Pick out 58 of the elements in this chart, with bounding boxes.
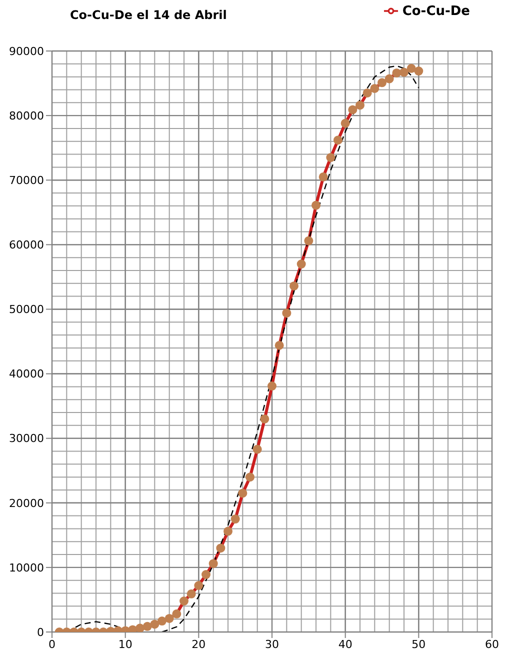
point — [384, 74, 394, 84]
point — [150, 620, 160, 629]
point — [268, 382, 276, 391]
point — [260, 414, 270, 424]
point — [224, 526, 232, 536]
point — [334, 136, 342, 145]
y-tick-label: 90000 — [9, 44, 44, 58]
point — [194, 581, 204, 590]
point — [312, 200, 320, 210]
point — [238, 488, 248, 498]
point — [378, 78, 386, 88]
point — [414, 66, 424, 76]
point — [230, 514, 240, 524]
point — [290, 281, 298, 290]
point — [136, 624, 144, 632]
x-tick-label: 10 — [118, 638, 132, 651]
y-tick-label: 10000 — [9, 561, 44, 574]
y-tick-label: 60000 — [9, 238, 44, 252]
point — [348, 105, 358, 114]
point — [216, 544, 226, 553]
point — [340, 118, 350, 128]
y-tick-label: 0 — [37, 626, 44, 639]
y-tick-label: 50000 — [9, 303, 44, 316]
point — [180, 596, 188, 606]
point — [318, 172, 328, 182]
point — [304, 236, 314, 246]
point — [282, 308, 292, 318]
x-tick-label: 20 — [192, 638, 206, 651]
x-tick-label: 0 — [48, 638, 56, 651]
x-tick-label: 30 — [265, 638, 279, 651]
x-tick-label: 50 — [412, 638, 426, 651]
point — [362, 88, 372, 98]
chart-title: Co-Cu-De el 14 de Abril — [70, 8, 227, 22]
point — [164, 614, 174, 623]
x-tick-label: 40 — [338, 638, 352, 651]
point — [186, 589, 196, 598]
y-tick-label: 20000 — [9, 496, 44, 510]
point — [252, 444, 262, 454]
point — [246, 472, 254, 482]
point — [274, 340, 284, 350]
y-tick-label: 80000 — [9, 109, 44, 122]
y-tick-label: 70000 — [9, 174, 44, 188]
point — [326, 153, 336, 162]
y-tick-label: 30000 — [9, 432, 44, 446]
point — [392, 68, 402, 78]
point — [406, 64, 416, 73]
point — [172, 609, 182, 618]
legend-label: Co-Cu-De — [402, 4, 470, 19]
point — [296, 260, 306, 269]
point — [142, 622, 152, 631]
point — [356, 100, 364, 110]
point — [370, 84, 380, 93]
point — [202, 570, 210, 580]
y-tick-label: 40000 — [9, 368, 44, 381]
point — [208, 559, 218, 568]
point — [158, 616, 166, 626]
x-tick-label: 60 — [485, 638, 499, 651]
point — [400, 68, 408, 77]
